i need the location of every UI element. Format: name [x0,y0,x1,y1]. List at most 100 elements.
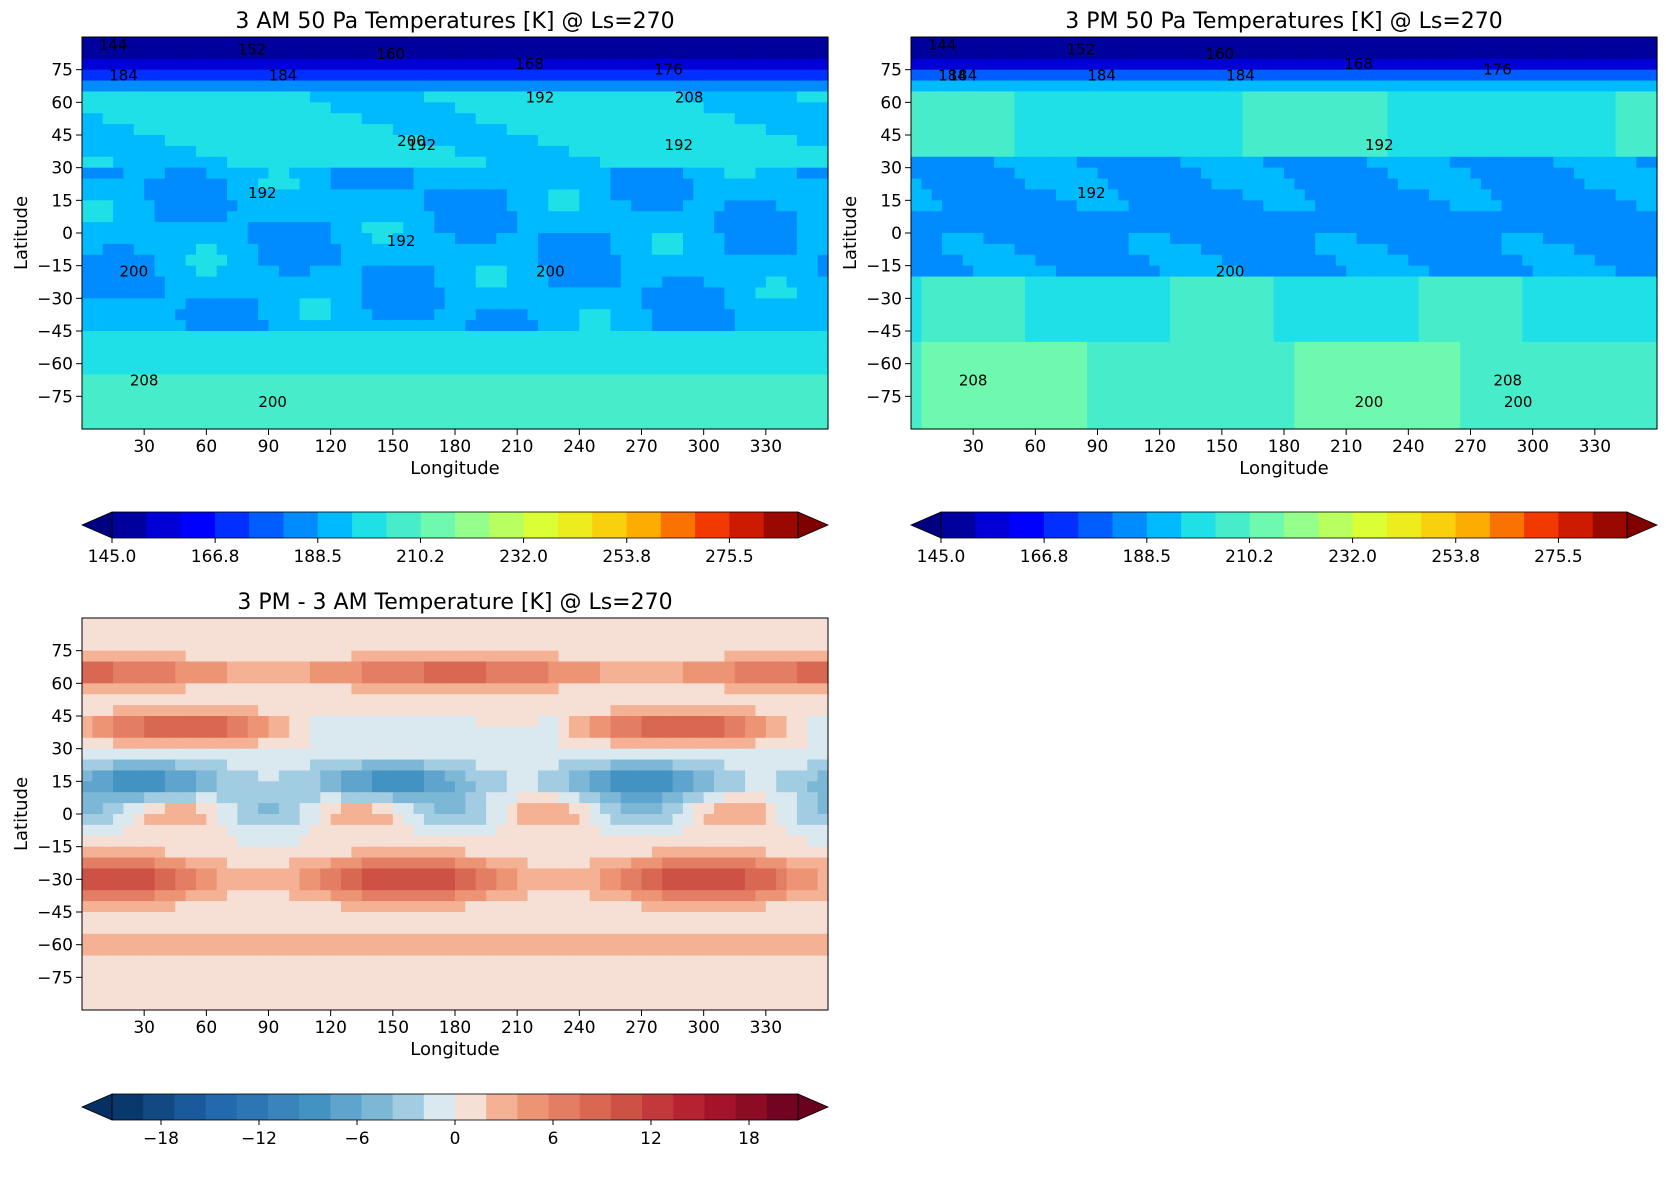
field-cell [993,189,1005,201]
field-cell [1097,276,1109,289]
field-cell [1470,189,1482,201]
field-cell [268,102,280,114]
field-cell [745,418,757,430]
field-cell [911,113,922,125]
field-cell [175,254,187,267]
field-cell [1522,80,1534,93]
field-cell [1014,91,1026,103]
field-cell [1543,113,1554,125]
field-cell [610,374,622,387]
field-cell [1470,276,1482,289]
field-cell [931,265,943,278]
contour-label: 200 [119,263,148,281]
field-cell [278,58,290,71]
field-cell [1024,58,1036,71]
field-cell [164,113,176,125]
field-cell [1138,91,1150,103]
field-cell [423,47,435,60]
field-cell [1024,80,1036,93]
field-cell [1646,102,1658,114]
field-cell [558,124,570,136]
field-cell [610,124,622,136]
field-cell [330,167,342,180]
field-cell [952,243,964,256]
field-cell [745,396,757,408]
field-cell [1511,233,1523,245]
field-cell [1294,331,1306,343]
field-cell [745,80,757,93]
field-cell [1605,178,1617,191]
field-cell [714,37,725,49]
field-cell [921,91,933,103]
field-cell [610,243,622,256]
field-cell [1346,47,1358,60]
field-cell [734,407,746,419]
field-cell [403,254,415,267]
field-cell [807,222,819,234]
field-cell [1170,189,1181,201]
field-cell [403,91,415,103]
field-cell [1024,47,1036,60]
field-cell [175,298,187,310]
field-cell [921,37,933,49]
field-cell [942,243,954,256]
field-cell [1107,363,1119,376]
field-cell [423,320,435,332]
field-cell [1201,58,1213,71]
field-cell [486,211,498,223]
field-cell [1615,287,1627,299]
field-cell [651,145,663,158]
field-cell [662,91,674,103]
field-cell [548,309,560,321]
field-cell [672,222,684,234]
field-cell [724,396,736,408]
field-cell [1076,124,1088,136]
field-cell [1325,222,1337,234]
field-cell [320,91,332,103]
field-cell [1377,298,1389,310]
field-cell [942,80,954,93]
field-cell [444,102,456,114]
field-cell [1625,178,1637,191]
field-cell [268,58,280,71]
field-cell [1522,341,1534,354]
field-cell [1232,69,1244,82]
field-cell [164,374,176,387]
field-cell [1470,200,1482,212]
field-cell [589,69,601,82]
field-cell [1522,113,1534,125]
field-cell [1128,363,1140,376]
field-cell [247,320,259,332]
field-cell [1408,363,1420,376]
field-cell [1221,69,1233,82]
field-cell [703,80,715,93]
field-cell [786,135,798,147]
field-cell [1201,124,1213,136]
field-cell [1543,222,1554,234]
field-cell [558,69,570,82]
field-cell [1615,145,1627,158]
field-cell [993,124,1005,136]
field-cell [382,331,394,343]
field-cell [579,233,591,245]
field-cell [527,254,539,267]
field-cell [1491,113,1503,125]
field-cell [765,341,777,354]
field-cell [952,331,964,343]
field-cell [1045,222,1057,234]
field-cell [1045,58,1057,71]
field-cell [1304,320,1316,332]
field-cell [765,407,777,419]
field-cell [1315,243,1327,256]
field-cell [206,145,218,158]
field-cell [92,298,104,310]
field-cell [1056,156,1068,169]
field-cell [610,407,622,419]
field-cell [1190,309,1202,321]
field-cell [568,200,580,212]
field-cell [817,352,829,365]
contour-label: 192 [408,136,437,154]
field-cell [185,37,197,49]
field-cell [1304,113,1316,125]
field-cell [216,178,228,191]
